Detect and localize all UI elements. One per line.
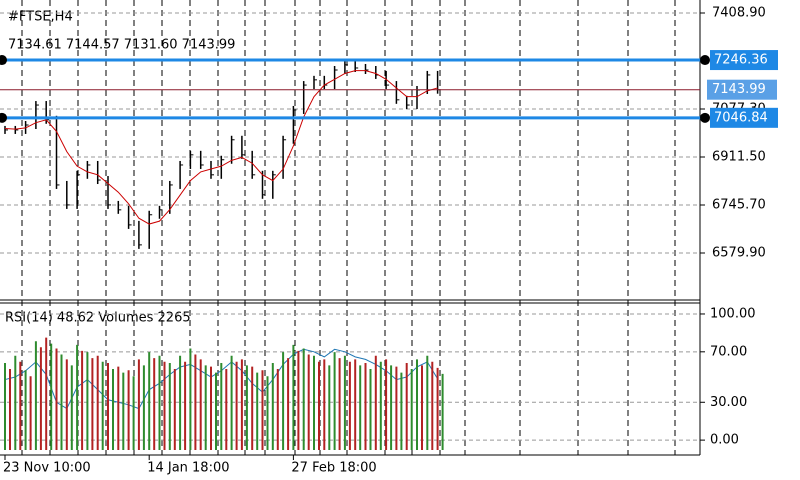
- level-handle: [700, 55, 710, 66]
- ohlc-info: 7134.61 7144.57 7131.60 7143.99: [8, 38, 235, 53]
- moving-average: [4, 70, 438, 225]
- level-label: 7046.84: [714, 110, 768, 125]
- y-tick-label: 30.00: [710, 395, 747, 410]
- y-tick-label: 7408.90: [712, 5, 766, 20]
- period-separators: [21, 0, 676, 455]
- level-handle: [0, 112, 7, 123]
- x-tick-label: 23 Nov 10:00: [3, 461, 91, 476]
- x-tick-label: 27 Feb 18:00: [291, 461, 376, 476]
- y-tick-label: 6911.50: [712, 150, 766, 165]
- y-tick-label: 6579.90: [712, 246, 766, 261]
- last-price-label: 7143.99: [712, 82, 766, 97]
- x-tick-label: 14 Jan 18:00: [147, 461, 229, 476]
- level-handle: [700, 112, 710, 123]
- level-box: [710, 50, 778, 71]
- y-tick-label: 70.00: [710, 344, 747, 359]
- last-price-box: [707, 79, 777, 100]
- y-tick-label: 0.00: [710, 433, 739, 448]
- indicator-title: RSI(14) 48.62 Volumes 2265: [5, 311, 191, 326]
- level-label: 7246.36: [714, 53, 768, 68]
- level-handle: [0, 55, 7, 66]
- symbol-title: #FTSE,H4: [8, 10, 73, 25]
- level-box: [710, 107, 778, 128]
- y-tick-label: 6745.70: [712, 198, 766, 213]
- y-tick-label: 100.00: [710, 306, 756, 321]
